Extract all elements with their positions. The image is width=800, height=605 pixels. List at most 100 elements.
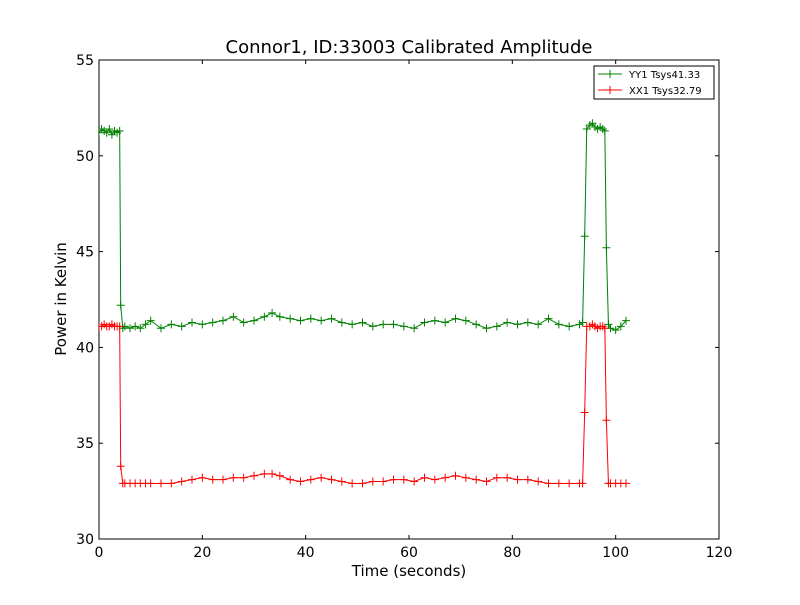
data-point: [317, 316, 326, 325]
data-point: [430, 475, 439, 484]
x-tick-label: 60: [400, 545, 418, 561]
x-tick-label: 20: [193, 545, 211, 561]
x-tick-label: 80: [503, 545, 521, 561]
data-point: [229, 312, 238, 321]
data-point: [565, 479, 574, 488]
data-point: [580, 408, 589, 417]
data-point: [198, 320, 207, 329]
data-point: [451, 314, 460, 323]
y-tick-label: 55: [76, 53, 94, 69]
data-point: [399, 322, 408, 331]
data-point: [389, 475, 398, 484]
data-point: [358, 479, 367, 488]
data-point: [379, 477, 388, 486]
data-point: [115, 322, 124, 331]
data-point: [208, 318, 217, 327]
data-point: [482, 477, 491, 486]
data-point: [126, 324, 134, 333]
data-point: [598, 322, 607, 331]
data-point: [492, 473, 501, 482]
x-tick-label: 40: [297, 545, 315, 561]
data-point: [250, 316, 258, 325]
data-point: [268, 469, 277, 478]
data-point: [146, 316, 155, 325]
data-point: [482, 324, 491, 333]
data-point: [327, 314, 336, 323]
data-point: [461, 316, 470, 325]
y-tick-label: 45: [76, 245, 94, 261]
data-point: [472, 475, 481, 484]
data-point: [327, 475, 336, 484]
series-1: [99, 320, 630, 488]
x-tick-label: 0: [95, 545, 104, 561]
data-point: [410, 477, 419, 486]
data-point: [317, 473, 326, 482]
data-point: [600, 324, 609, 333]
data-point: [420, 318, 429, 327]
data-point: [544, 314, 553, 323]
data-point: [513, 320, 522, 329]
data-point: [578, 318, 587, 327]
data-point: [379, 320, 388, 329]
data-point: [451, 471, 460, 480]
data-point: [296, 477, 305, 486]
data-point: [116, 301, 125, 310]
data-point: [157, 479, 165, 488]
data-point: [389, 320, 398, 329]
data-point: [306, 314, 315, 323]
data-point: [565, 322, 574, 331]
legend-marker: [606, 86, 614, 94]
data-point: [492, 322, 501, 331]
legend-box: [593, 65, 715, 100]
data-point: [275, 471, 284, 480]
chart-title: Connor1, ID:33003 Calibrated Amplitude: [226, 37, 593, 58]
data-point: [136, 324, 145, 333]
data-point: [534, 477, 543, 486]
data-point: [250, 471, 258, 480]
data-point: [131, 322, 140, 331]
data-point: [260, 469, 269, 478]
data-point: [441, 473, 450, 482]
data-point: [611, 326, 620, 335]
y-axis-label: Power in Kelvin: [52, 242, 70, 356]
data-point: [616, 322, 625, 331]
data-point: [167, 479, 176, 488]
data-point: [167, 320, 176, 329]
x-axis-label: Time (seconds): [351, 562, 467, 580]
data-point: [368, 322, 377, 331]
data-point: [554, 479, 563, 488]
data-point: [598, 124, 607, 133]
axis-ticks: 0 20 40 60 80 100 120 30 35 40 45 50 55: [76, 53, 732, 561]
y-tick-label: 35: [76, 436, 94, 452]
plot-area: [98, 59, 720, 540]
data-point: [544, 479, 553, 488]
data-point: [358, 318, 367, 327]
data-point: [286, 314, 295, 323]
data-point: [260, 312, 269, 321]
data-point: [503, 473, 512, 482]
data-point: [602, 416, 611, 425]
data-point: [239, 473, 248, 482]
data-point: [622, 316, 630, 325]
data-point: [306, 475, 315, 484]
data-point: [219, 316, 227, 325]
data-point: [188, 475, 196, 484]
data-point: [554, 320, 563, 329]
data-point: [513, 475, 522, 484]
data-point: [604, 320, 613, 329]
data-point: [602, 243, 611, 252]
data-point: [146, 479, 155, 488]
data-point: [105, 124, 114, 133]
data-point: [239, 318, 248, 327]
data-point: [622, 479, 630, 488]
data-point: [286, 475, 295, 484]
data-point: [177, 322, 186, 331]
data-point: [578, 479, 587, 488]
data-point: [523, 475, 532, 484]
data-point: [461, 473, 470, 482]
data-point: [188, 318, 196, 327]
data-point: [141, 320, 150, 329]
data-point: [348, 320, 357, 329]
data-point: [268, 308, 277, 317]
data-point: [177, 477, 186, 486]
